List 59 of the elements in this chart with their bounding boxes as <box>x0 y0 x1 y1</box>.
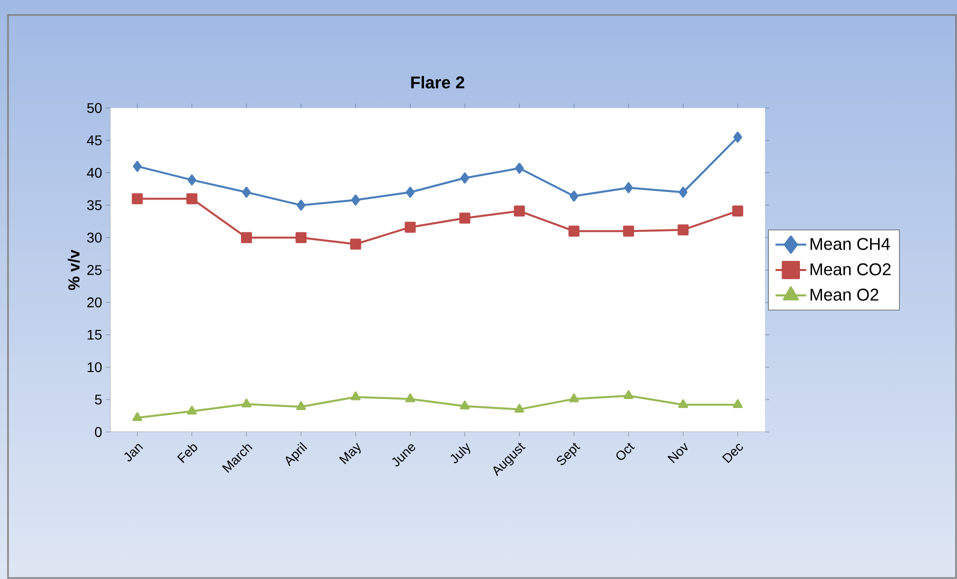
y-tick-label: 45 <box>86 136 102 146</box>
point <box>350 238 362 250</box>
x-tick-label: Dec <box>722 444 743 464</box>
point <box>296 200 306 211</box>
y-tick-label: 50 <box>87 103 102 113</box>
x-tick-label: Feb <box>177 444 198 464</box>
point <box>732 399 743 408</box>
x-tick-label: Oct <box>616 442 635 460</box>
point <box>405 393 416 402</box>
point <box>296 232 307 244</box>
point <box>460 172 470 184</box>
chart-title: Flare 2 <box>411 76 464 88</box>
point <box>460 400 470 410</box>
point <box>240 232 252 244</box>
point <box>188 174 196 186</box>
point <box>624 182 633 194</box>
x-tick-label: Nov <box>668 442 688 464</box>
y-tick-label: 5 <box>94 394 102 404</box>
point <box>404 222 416 233</box>
y-tick-label: 40 <box>86 168 102 178</box>
y-tick-label: 35 <box>87 200 102 210</box>
point <box>514 206 525 217</box>
x-tick-label: Jan <box>124 444 144 462</box>
point <box>406 186 415 198</box>
legend-label: Mean CO2 <box>810 263 891 276</box>
point <box>678 224 689 236</box>
point <box>569 393 579 402</box>
point <box>296 401 306 410</box>
point <box>514 404 524 413</box>
x-tick-label: July <box>450 443 470 464</box>
y-tick-label: 30 <box>87 232 102 243</box>
y-tick-label: 0 <box>94 427 102 437</box>
point <box>242 398 252 408</box>
point <box>623 226 634 237</box>
point <box>132 412 142 421</box>
y-tick-label: 25 <box>87 265 102 275</box>
point <box>733 132 742 143</box>
point <box>132 193 143 204</box>
y-axis-title: % v/v <box>68 250 80 290</box>
y-tick-label: 10 <box>88 362 102 372</box>
point <box>568 226 580 237</box>
point <box>459 212 470 224</box>
point <box>132 160 142 172</box>
legend-label: Mean CH4 <box>810 238 890 250</box>
point <box>624 390 634 399</box>
legend-label: Mean O2 <box>810 288 878 301</box>
point <box>678 399 688 408</box>
y-tick-label: 20 <box>87 297 102 308</box>
point <box>732 206 744 217</box>
x-tick-label: May <box>339 442 361 464</box>
point <box>515 162 524 174</box>
point <box>242 186 251 198</box>
point <box>350 392 361 400</box>
point <box>351 194 360 206</box>
point <box>570 190 578 202</box>
point <box>186 406 197 415</box>
y-tick-label: 15 <box>88 330 102 340</box>
point <box>186 193 198 204</box>
point <box>678 186 688 198</box>
